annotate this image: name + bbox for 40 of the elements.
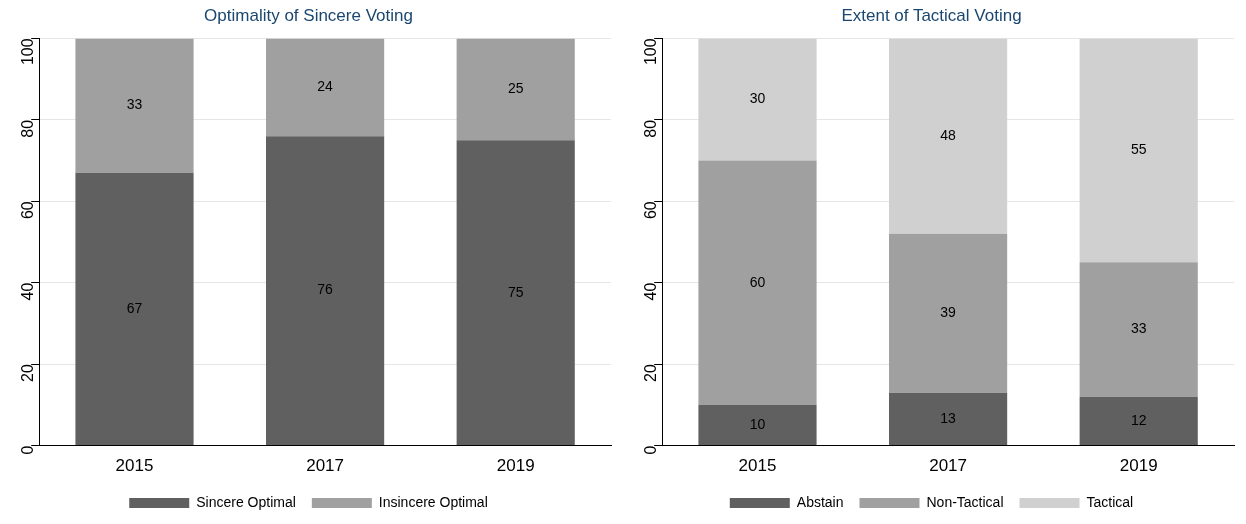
legend-label: Abstain	[796, 493, 844, 510]
x-tick-label: 2017	[929, 456, 968, 476]
y-tick-label: 40	[641, 282, 659, 301]
y-tick-label: 40	[18, 282, 36, 301]
x-tick-label: 2015	[115, 456, 154, 476]
data-label: 25	[507, 80, 524, 97]
data-label: 39	[940, 304, 957, 321]
y-tick-label: 80	[641, 119, 659, 138]
y-tick-label: 0	[641, 445, 659, 455]
chart-title: Extent of Tactical Voting	[841, 5, 1022, 25]
legend-label: Tactical	[1086, 493, 1134, 510]
data-label: 13	[940, 409, 957, 426]
y-tick-label: 0	[18, 445, 36, 455]
data-label: 30	[749, 90, 766, 107]
legend-label: Sincere Optimal	[196, 493, 296, 510]
y-tick-label: 20	[641, 364, 659, 382]
y-tick-label: 100	[641, 38, 659, 66]
data-label: 33	[126, 96, 143, 113]
legend-label: Insincere Optimal	[378, 493, 488, 510]
x-tick-label: 2015	[738, 456, 777, 476]
data-label: 24	[317, 78, 334, 95]
data-label: 12	[1130, 411, 1147, 428]
data-label: 60	[749, 273, 766, 290]
data-label: 76	[317, 281, 334, 298]
data-label: 48	[940, 126, 957, 143]
data-label: 75	[507, 283, 524, 300]
x-tick-label: 2019	[1119, 456, 1158, 476]
data-label: 10	[749, 415, 766, 432]
x-tick-label: 2019	[496, 456, 535, 476]
y-tick-label: 20	[18, 364, 36, 382]
y-tick-label: 80	[18, 119, 36, 138]
data-label: 55	[1130, 141, 1147, 158]
y-tick-label: 100	[18, 38, 36, 66]
x-tick-label: 2017	[306, 456, 345, 476]
data-label: 67	[126, 299, 143, 316]
y-tick-label: 60	[18, 201, 36, 220]
y-tick-label: 60	[641, 201, 659, 220]
data-label: 33	[1130, 320, 1147, 337]
chart-title: Optimality of Sincere Voting	[204, 5, 413, 25]
legend-label: Non-Tactical	[926, 493, 1004, 510]
